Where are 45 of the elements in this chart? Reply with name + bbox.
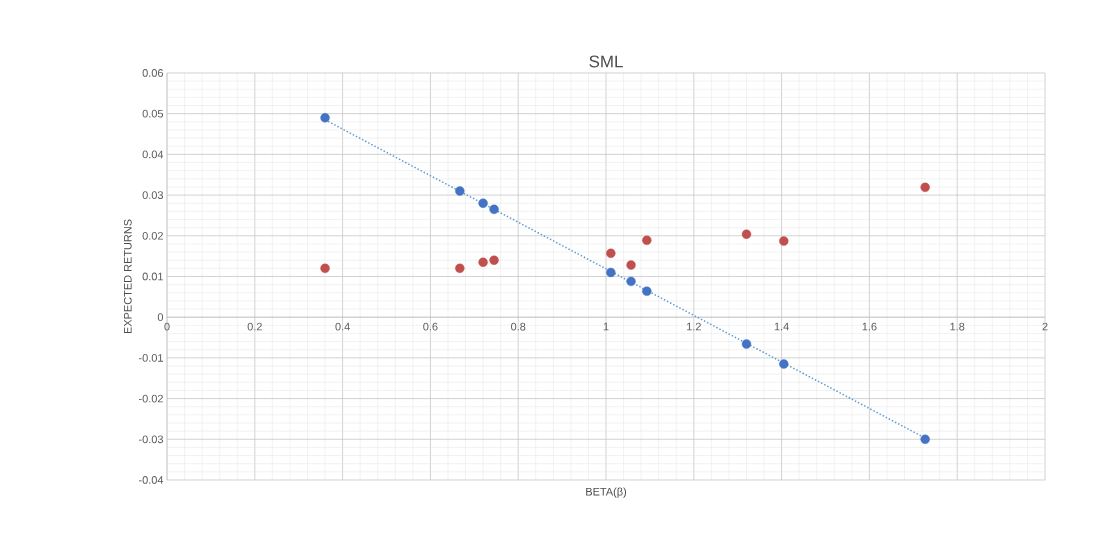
- point: [779, 236, 789, 246]
- point: [741, 339, 752, 349]
- point: [320, 263, 330, 274]
- point: [455, 263, 465, 274]
- point: [455, 186, 465, 196]
- y-tick-label: -0.04: [139, 476, 164, 484]
- y-tick-label: 0.01: [142, 272, 163, 281]
- chart-title: SML: [589, 55, 623, 68]
- y-tick-label: -0.01: [139, 354, 163, 362]
- x-tick-label: 0: [164, 322, 170, 331]
- point: [741, 229, 752, 239]
- x-tick-label: 0.8: [511, 322, 526, 331]
- point: [320, 113, 330, 123]
- point: [489, 204, 499, 215]
- x-tick-label: 0.4: [335, 322, 350, 331]
- y-tick-label: -0.02: [139, 394, 163, 403]
- y-tick-label: 0: [157, 313, 164, 322]
- x-tick-label: 1.6: [862, 322, 877, 331]
- x-tick-label: 0.2: [247, 322, 262, 331]
- y-tick-label: 0.03: [142, 191, 163, 199]
- x-tick-label: 1.2: [687, 322, 701, 331]
- point: [606, 267, 616, 278]
- point: [920, 182, 930, 193]
- point: [626, 260, 636, 270]
- point: [606, 248, 616, 258]
- y-tick-label: -0.03: [139, 435, 163, 444]
- point: [779, 359, 789, 369]
- point: [626, 276, 636, 287]
- point: [478, 257, 488, 267]
- y-tick-label: 0.02: [142, 231, 163, 240]
- x-tick-label: 1.4: [774, 322, 789, 331]
- x-tick-label: 0.6: [423, 322, 438, 331]
- point: [642, 235, 652, 245]
- x-axis-title: BETA(β): [586, 487, 627, 498]
- x-tick-label: 2: [1042, 322, 1048, 331]
- y-tick-label: 0.06: [142, 69, 163, 77]
- x-tick-label: 1.8: [950, 322, 965, 331]
- y-tick-label: 0.04: [142, 150, 164, 159]
- point: [489, 255, 499, 265]
- x-tick-label: 1: [603, 322, 609, 331]
- y-axis-title: EXPECTED RETURNS: [123, 219, 132, 334]
- point: [920, 434, 930, 444]
- point: [478, 198, 488, 208]
- y-tick-label: 0.05: [142, 109, 164, 118]
- point: [642, 286, 652, 296]
